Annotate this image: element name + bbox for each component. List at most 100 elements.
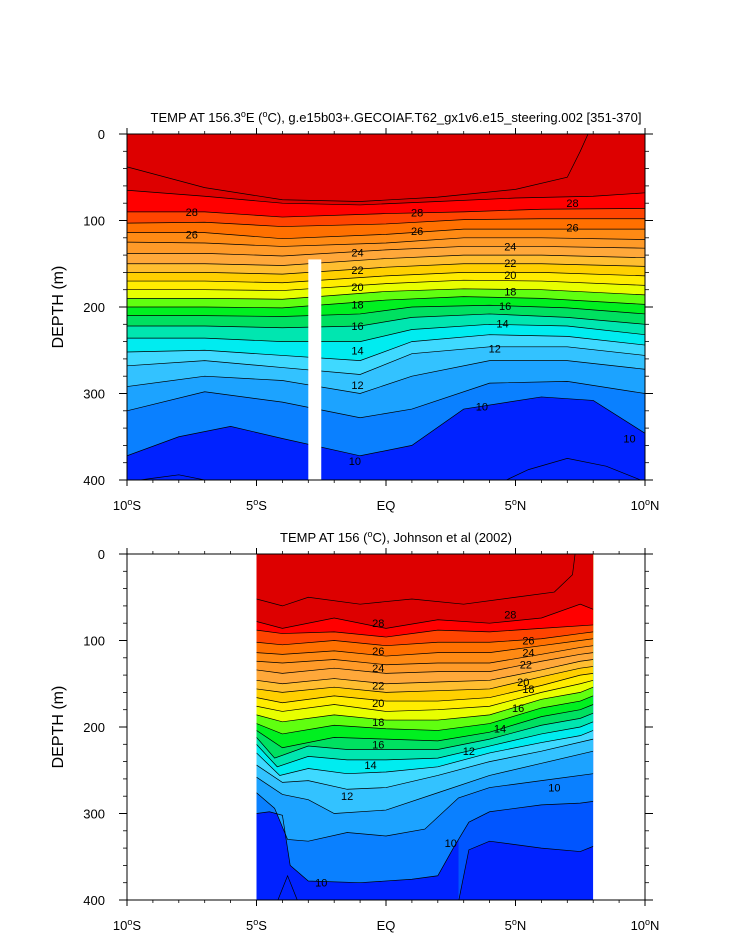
contour-label: 20 (504, 270, 516, 282)
isotherm-25 (127, 237, 645, 247)
contour-label: 20 (351, 282, 363, 294)
isotherm-26 (256, 638, 594, 657)
x-tick-label: EQ (377, 498, 396, 513)
contour-label: 16 (499, 301, 511, 313)
isotherm-22 (127, 263, 645, 275)
panel-title: TEMP AT 156.3oE (oC), g.e15b03+.GECOIAF.… (151, 109, 642, 125)
isotherm-16 (127, 313, 645, 329)
isotherm-18 (127, 296, 645, 309)
isotherm-19 (256, 686, 594, 723)
isotherm-10 (127, 396, 645, 457)
band-9.5 (139, 474, 205, 480)
contour-label: 24 (504, 241, 516, 253)
isotherm-24 (256, 652, 594, 674)
contour-label: 14 (351, 345, 363, 357)
y-tick-label: 400 (83, 893, 105, 908)
y-tick-label: 100 (83, 214, 105, 229)
contour-lines (127, 134, 645, 480)
contour-label: 26 (411, 226, 423, 238)
contour-label: 18 (522, 684, 534, 696)
contour-label: 28 (186, 207, 198, 219)
contour-label: 22 (520, 660, 532, 672)
isotherm-28 (127, 208, 645, 218)
x-tick-label: 5oN (505, 917, 527, 933)
contour-label: 10 (476, 401, 488, 413)
contour-label: 26 (566, 222, 578, 234)
band-9 (506, 458, 641, 480)
contour-label: 28 (504, 610, 516, 622)
x-tick-label: 5oN (505, 497, 527, 513)
isotherm-24 (127, 246, 645, 257)
isotherm-13 (127, 346, 645, 375)
contour-label: 12 (351, 380, 363, 392)
contour-label: 24 (351, 248, 363, 260)
isotherm-9 (458, 840, 594, 900)
contour-label: 10 (445, 838, 457, 850)
x-tick-label: 10oS (113, 497, 141, 513)
isotherm-28 (256, 624, 594, 638)
isotherm-23 (256, 659, 594, 685)
isotherm-19 (127, 288, 645, 300)
isotherm-9.5 (137, 474, 210, 480)
contour-label: 14 (496, 318, 508, 330)
contour-label: 10 (315, 878, 327, 890)
contour-label: 26 (186, 229, 198, 241)
isotherm-27 (127, 218, 645, 227)
isotherm-10 (256, 801, 594, 884)
y-axis-label: DEPTH (m) (50, 266, 67, 349)
x-tick-label: EQ (377, 918, 396, 933)
isotherm-9 (505, 458, 642, 480)
panel-1: TEMP AT 156.3oE (oC), g.e15b03+.GECOIAF.… (50, 109, 659, 513)
y-axis-label: DEPTH (m) (50, 686, 67, 769)
missing-data-column (308, 259, 322, 480)
contour-label: 10 (548, 783, 560, 795)
isotherm-18 (256, 695, 594, 735)
y-tick-label: 200 (83, 300, 105, 315)
panel-title: TEMP AT 156 (oC), Johnson et al (2002) (280, 529, 512, 545)
y-tick-label: 0 (98, 127, 105, 142)
isotherm-29.5 (256, 554, 576, 607)
contour-label: 10 (623, 433, 635, 445)
contour-label: 26 (522, 636, 534, 648)
contour-label: 16 (372, 739, 384, 751)
isotherm-25 (256, 645, 594, 666)
y-tick-label: 100 (83, 634, 105, 649)
y-tick-label: 0 (98, 547, 105, 562)
panel-2: TEMP AT 156 (oC), Johnson et al (2002) 28… (50, 529, 659, 933)
contour-lines (256, 554, 594, 900)
contour-fills: 2828262624242222202018181616141412121010… (256, 554, 594, 900)
isotherm-26 (127, 228, 645, 240)
isotherm-15 (256, 721, 594, 768)
contour-label: 12 (463, 746, 475, 758)
contour-label: 14 (494, 724, 506, 736)
band-8.5 (277, 875, 298, 900)
contour-label: 14 (364, 760, 376, 772)
band-29.5 (127, 134, 589, 202)
isotherm-29 (256, 603, 594, 629)
contour-label: 22 (504, 258, 516, 270)
isotherm-12 (127, 360, 645, 394)
x-tick-label: 10oN (631, 917, 660, 933)
isotherm-14 (256, 730, 594, 776)
y-tick-label: 300 (83, 807, 105, 822)
band-29.5 (256, 554, 576, 606)
isotherm-12 (256, 750, 594, 814)
contour-label: 24 (522, 648, 534, 660)
contour-label: 18 (372, 717, 384, 729)
isotherm-23 (127, 254, 645, 266)
isotherm-8.5 (277, 874, 298, 900)
y-tick-label: 400 (83, 473, 105, 488)
x-tick-label: 10oN (631, 497, 660, 513)
isotherm-13 (256, 738, 594, 790)
y-tick-label: 200 (83, 720, 105, 735)
x-tick-label: 10oS (113, 917, 141, 933)
contour-label: 22 (351, 265, 363, 277)
isotherm-14 (127, 334, 645, 361)
x-tick-label: 5oS (246, 497, 267, 513)
contour-label: 12 (341, 791, 353, 803)
isotherm-17 (256, 704, 594, 749)
contour-label: 28 (372, 618, 384, 630)
isotherm-29 (127, 189, 645, 206)
isotherm-11 (127, 381, 645, 419)
